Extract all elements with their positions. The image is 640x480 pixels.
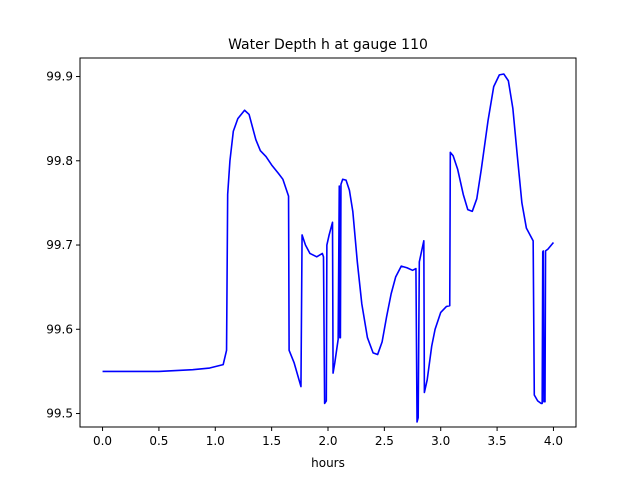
y-tick-label: 99.9 bbox=[46, 70, 73, 84]
x-tick-label: 4.0 bbox=[544, 434, 563, 448]
x-axis-label: hours bbox=[311, 456, 345, 470]
y-tick-label: 99.6 bbox=[46, 322, 73, 336]
x-tick-label: 3.0 bbox=[431, 434, 450, 448]
chart-title: Water Depth h at gauge 110 bbox=[228, 37, 428, 53]
x-tick-label: 2.0 bbox=[318, 434, 337, 448]
x-tick-label: 3.5 bbox=[488, 434, 507, 448]
x-tick-label: 1.5 bbox=[262, 434, 281, 448]
y-tick-label: 99.8 bbox=[46, 154, 73, 168]
x-tick-label: 0.0 bbox=[93, 434, 112, 448]
series-line-0 bbox=[102, 73, 555, 423]
x-axis: 0.0 0.5 1.0 1.5 2.0 2.5 3.0 3.5 4.0 bbox=[93, 427, 563, 448]
y-tick-label: 99.5 bbox=[46, 407, 73, 421]
y-tick-label: 99.7 bbox=[46, 238, 73, 252]
x-tick-label: 1.0 bbox=[206, 434, 225, 448]
x-tick-label: 0.5 bbox=[149, 434, 168, 448]
y-axis: 99.5 99.6 99.7 99.8 99.9 bbox=[46, 70, 80, 421]
plot-area bbox=[102, 73, 555, 423]
x-tick-label: 2.5 bbox=[375, 434, 394, 448]
